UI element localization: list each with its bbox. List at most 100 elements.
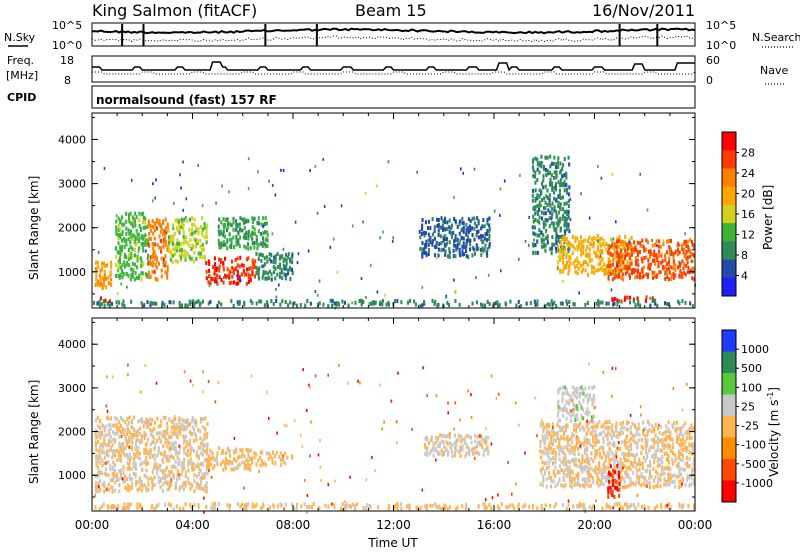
range-time-cell xyxy=(683,239,686,244)
range-time-cell xyxy=(166,444,169,449)
range-time-cell xyxy=(187,418,190,423)
range-time-cell xyxy=(281,270,284,275)
range-time-cell xyxy=(174,484,177,489)
range-time-cell xyxy=(690,442,693,447)
range-time-cell xyxy=(124,453,127,458)
range-time-cell xyxy=(285,252,288,257)
range-time-cell xyxy=(555,162,558,167)
range-time-cell xyxy=(112,460,115,465)
range-time-cell xyxy=(601,265,604,270)
range-time-cell xyxy=(559,161,562,166)
range-time-cell xyxy=(249,266,252,271)
range-time-cell xyxy=(601,249,604,253)
range-time-cell xyxy=(570,414,573,419)
range-time-cell xyxy=(154,262,157,267)
range-time-cell xyxy=(138,273,141,278)
range-time-cell xyxy=(629,504,632,509)
range-time-cell xyxy=(459,238,462,242)
range-time-cell xyxy=(555,209,558,214)
range-time-cell xyxy=(558,205,561,210)
range-time-cell xyxy=(592,480,595,485)
range-time-cell xyxy=(580,413,583,418)
range-time-cell xyxy=(190,228,193,233)
range-time-cell xyxy=(117,233,120,237)
range-time-cell xyxy=(600,482,603,486)
range-time-cell xyxy=(449,505,452,510)
range-time-cell xyxy=(189,449,192,454)
range-time-cell xyxy=(669,467,672,472)
range-time-cell xyxy=(654,301,657,306)
range-time-cell xyxy=(612,433,615,438)
colorbar-segment xyxy=(722,480,736,503)
range-time-cell xyxy=(216,462,219,467)
range-time-cell xyxy=(620,268,623,273)
range-time-cell xyxy=(567,243,570,248)
range-time-cell xyxy=(166,222,169,227)
range-time-cell xyxy=(191,231,194,236)
range-time-cell xyxy=(540,210,543,215)
range-time-cell xyxy=(267,456,270,461)
range-time-cell xyxy=(440,225,443,230)
range-time-cell xyxy=(170,430,173,435)
range-time-cell xyxy=(474,221,477,226)
range-time-cell xyxy=(616,264,619,268)
range-time-cell xyxy=(548,430,551,435)
range-time-cell xyxy=(679,479,682,484)
range-time-cell xyxy=(576,417,579,422)
range-time-cell xyxy=(107,438,110,443)
range-time-cell xyxy=(524,503,527,508)
range-time-cell xyxy=(341,502,344,507)
range-time-cell xyxy=(241,217,244,222)
range-time-cell xyxy=(570,409,573,413)
range-time-cell xyxy=(172,472,175,477)
range-time-cell xyxy=(115,263,118,268)
range-time-cell xyxy=(664,276,667,281)
range-time-cell xyxy=(185,254,188,259)
range-time-cell xyxy=(440,439,443,444)
range-time-cell xyxy=(136,487,139,492)
range-time-cell xyxy=(534,156,537,161)
range-time-cell xyxy=(232,235,235,240)
range-time-cell xyxy=(641,238,644,243)
range-time-cell xyxy=(101,463,104,468)
range-time-cell xyxy=(628,275,631,280)
range-time-cell xyxy=(646,440,649,445)
range-time-cell xyxy=(272,265,275,270)
range-time-cell xyxy=(538,215,541,220)
range-time-cell xyxy=(504,301,507,306)
range-time-cell xyxy=(144,238,147,243)
range-time-cell xyxy=(587,456,590,461)
range-time-cell xyxy=(576,247,579,252)
range-time-cell xyxy=(362,506,365,511)
range-time-cell xyxy=(218,232,221,237)
range-time-cell xyxy=(481,445,484,449)
range-time-cell xyxy=(576,259,579,264)
range-time-cell xyxy=(666,275,669,279)
range-time-cell xyxy=(641,259,644,264)
range-time-cell xyxy=(550,217,553,221)
range-time-cell xyxy=(428,248,431,252)
range-time-cell xyxy=(653,427,656,431)
range-time-cell xyxy=(117,274,120,278)
range-time-cell xyxy=(247,256,250,261)
range-time-cell xyxy=(623,485,626,489)
colorbar-segment xyxy=(722,351,736,374)
range-time-cell xyxy=(121,215,124,220)
range-time-cell xyxy=(162,263,165,268)
range-time-cell xyxy=(204,416,207,421)
range-time-cell xyxy=(606,437,609,441)
range-time-cell xyxy=(561,174,564,178)
range-time-cell xyxy=(687,270,690,274)
range-time-cell xyxy=(138,223,141,228)
range-time-cell xyxy=(669,448,672,453)
range-time-cell xyxy=(684,462,687,466)
range-time-cell xyxy=(639,172,641,176)
range-time-cell xyxy=(604,465,607,470)
range-time-cell xyxy=(351,224,354,228)
range-time-cell xyxy=(592,503,595,508)
range-time-cell xyxy=(648,427,651,432)
range-time-cell xyxy=(235,266,238,271)
range-time-cell xyxy=(585,477,588,482)
range-time-cell xyxy=(598,483,601,488)
range-time-cell xyxy=(646,240,649,245)
